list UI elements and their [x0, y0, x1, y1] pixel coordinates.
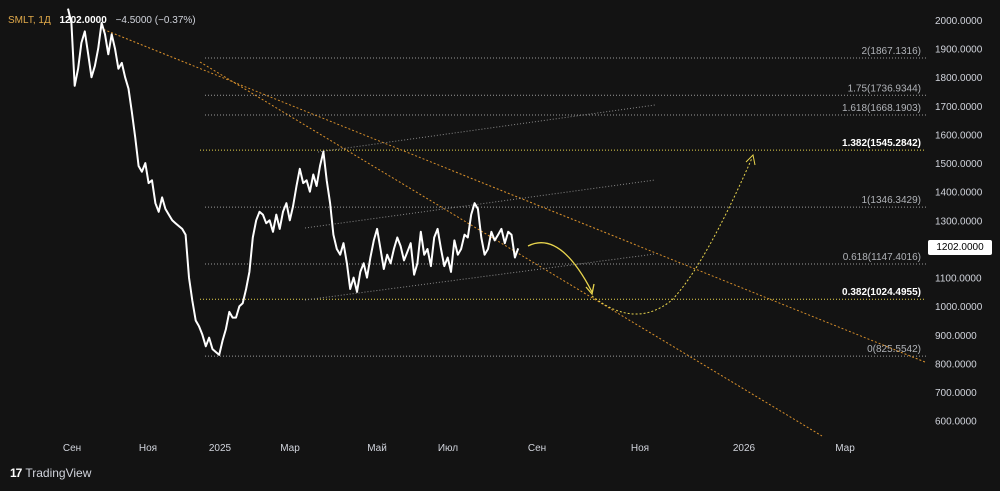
y-axis-tick-label: 1500.0000	[935, 159, 983, 170]
x-axis-tick-label: Май	[367, 443, 387, 454]
y-axis-tick-label: 1800.0000	[935, 73, 983, 84]
last-price: 1202.0000	[59, 15, 107, 26]
x-axis-tick-label: Ноя	[139, 443, 157, 454]
y-axis-tick-label: 1100.0000	[935, 274, 982, 285]
forecast-arrows	[527, 153, 756, 315]
symbol-label[interactable]: SMLT, 1Д	[8, 15, 51, 26]
x-axis-tick-label: Июл	[438, 443, 458, 454]
fibonacci-levels: 2(1867.1316) 1.75(1736.9344) 1.618(1668.19…	[200, 46, 926, 357]
fib-level-label: 1.618(1668.1903)	[842, 103, 921, 114]
channel-lines	[304, 104, 656, 301]
y-axis-tick-label: 900.0000	[935, 331, 977, 342]
fib-level-label: 1(1346.3429)	[862, 195, 922, 206]
y-axis-tick-label: 2000.0000	[935, 16, 983, 27]
y-axis-tick-label: 700.0000	[935, 388, 977, 399]
fib-level-label: 1.382(1545.2842)	[842, 138, 921, 149]
y-axis-tick-label: 600.0000	[935, 417, 977, 428]
fib-level-label: 2(1867.1316)	[862, 46, 922, 57]
channel-line-bottom	[304, 253, 656, 301]
x-axis-tick-label: 2026	[733, 443, 756, 454]
y-axis: 2000.0000 1900.0000 1800.0000 1700.0000 1600…	[935, 16, 983, 428]
tradingview-logo-icon: 17	[10, 466, 22, 480]
price-change: −4.5000 (−0.37%)	[115, 15, 196, 26]
price-line	[67, 8, 520, 356]
fib-level-label: 0.382(1024.4955)	[842, 287, 921, 298]
trendline-lower	[199, 61, 823, 437]
y-axis-tick-label: 800.0000	[935, 359, 977, 370]
x-axis-tick-label: Сен	[528, 443, 546, 454]
y-axis-tick-label: 1400.0000	[935, 188, 983, 199]
forecast-path-up	[591, 157, 753, 315]
x-axis-tick-label: 2025	[209, 443, 232, 454]
forecast-arrow-down	[527, 242, 593, 293]
tradingview-brand[interactable]: 17 TradingView	[10, 466, 91, 480]
y-axis-tick-label: 1600.0000	[935, 130, 983, 141]
forecast-arrow-up-head	[745, 153, 756, 166]
x-axis-tick-label: Ноя	[631, 443, 649, 454]
x-axis-tick-label: Мар	[835, 443, 855, 454]
forecast-arrow-down-head	[585, 283, 595, 296]
fib-level-label: 1.75(1736.9344)	[848, 83, 921, 94]
brand-name: TradingView	[25, 466, 92, 480]
chart-header: SMLT, 1Д 1202.0000 −4.5000 (−0.37%)	[8, 15, 196, 26]
x-axis-tick-label: Мар	[280, 443, 300, 454]
x-axis: Сен Ноя 2025 Мар Май Июл Сен Ноя 2026 Мар	[63, 443, 855, 454]
y-axis-tick-label: 1000.0000	[935, 302, 983, 313]
x-axis-tick-label: Сен	[63, 443, 81, 454]
y-axis-tick-label: 1300.0000	[935, 216, 983, 227]
trendlines	[99, 27, 926, 437]
channel-line-top	[317, 104, 656, 153]
trendline-upper	[99, 27, 926, 363]
channel-line-mid	[304, 179, 656, 229]
y-axis-tick-label: 1700.0000	[935, 102, 983, 113]
y-axis-tick-label: 1900.0000	[935, 45, 983, 56]
fib-level-label: 0.618(1147.4016)	[843, 252, 921, 263]
current-price-label: 1202.0000	[928, 240, 992, 255]
